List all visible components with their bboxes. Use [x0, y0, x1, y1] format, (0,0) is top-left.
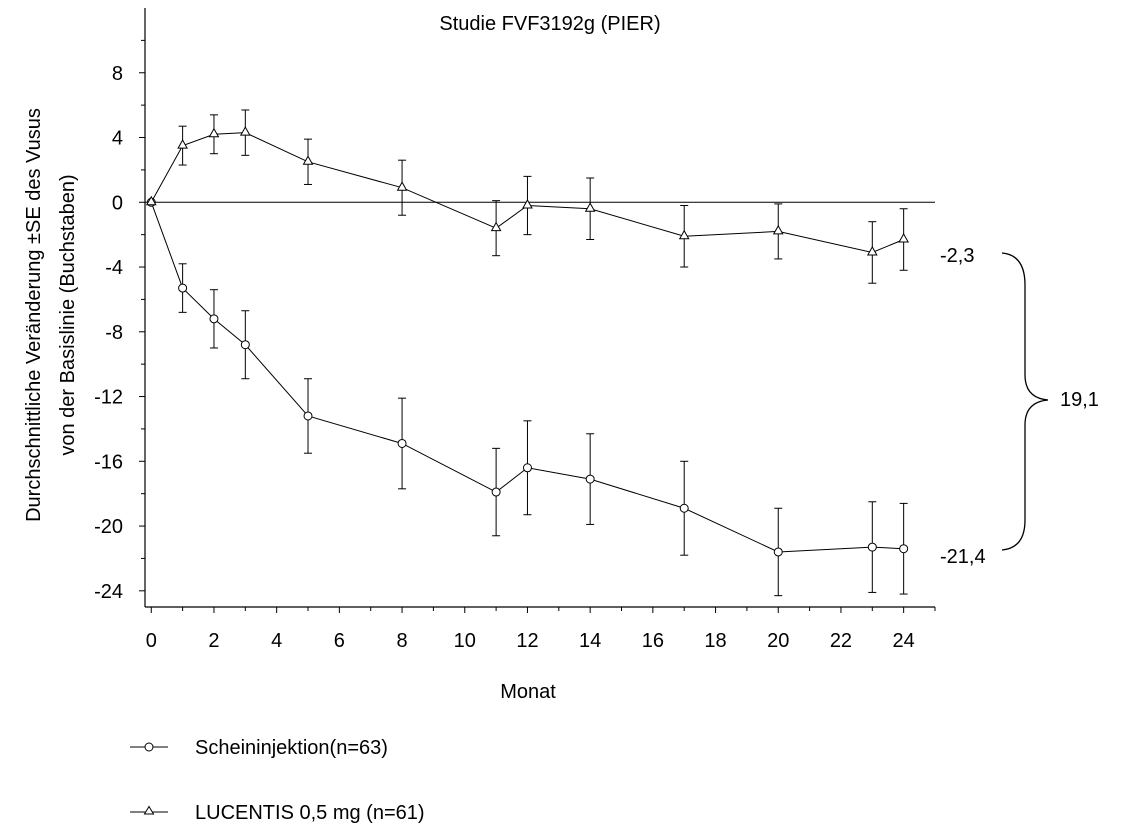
- data-point: [145, 195, 157, 206]
- data-point: [678, 229, 690, 240]
- x-ticks: 0 2 4 6 8 10 12 14 16 18 20 22 24: [146, 607, 936, 652]
- axes: [144, 8, 935, 608]
- y-tick-label: 0: [112, 192, 123, 214]
- data-point: [867, 542, 877, 552]
- data-point: [240, 340, 250, 350]
- data-point: [177, 139, 188, 149]
- data-point: [491, 487, 501, 497]
- series-lucentis: [145, 109, 910, 284]
- annotation-end-bottom: -21,4: [940, 546, 986, 568]
- series-layer: [145, 109, 910, 597]
- y-axis-label-line2: von der Basislinie (Buchstaben): [57, 174, 79, 455]
- x-axis-label: Monat: [500, 681, 556, 703]
- data-point: [898, 232, 910, 243]
- data-point: [178, 283, 188, 293]
- difference-brace: [1001, 252, 1049, 551]
- data-point: [397, 438, 407, 448]
- y-tick-label: -8: [105, 322, 123, 344]
- y-tick-label: -20: [94, 516, 123, 538]
- legend: Scheininjektion(n=63) LUCENTIS 0,5 mg (n…: [130, 737, 425, 824]
- data-point: [396, 181, 408, 191]
- legend-item-lucentis: LUCENTIS 0,5 mg (n=61): [130, 802, 425, 824]
- y-tick-label: -12: [94, 387, 123, 409]
- x-tick-label: 20: [767, 630, 789, 652]
- data-point: [209, 314, 219, 324]
- x-tick-label: 24: [893, 630, 915, 652]
- x-tick-label: 2: [208, 630, 219, 652]
- series-sham: [146, 197, 909, 597]
- legend-sham-marker: [144, 742, 154, 752]
- data-point: [522, 463, 532, 473]
- x-tick-label: 22: [830, 630, 852, 652]
- x-tick-label: 6: [334, 630, 345, 652]
- chart-title: Studie FVF3192g (PIER): [439, 13, 660, 35]
- data-point: [302, 155, 314, 165]
- x-tick-label: 0: [146, 630, 157, 652]
- data-point: [303, 411, 313, 421]
- y-tick-label: -4: [105, 257, 123, 279]
- x-tick-label: 18: [704, 630, 726, 652]
- y-tick-label: -16: [94, 451, 123, 473]
- data-point: [490, 221, 502, 232]
- data-point: [522, 198, 533, 209]
- data-point: [866, 245, 878, 256]
- x-tick-label: 8: [397, 630, 408, 652]
- y-axis-label-line1: Durchschnittliche Veränderung ±SE des Vu…: [23, 108, 45, 522]
- data-point: [585, 474, 595, 484]
- data-point: [584, 202, 596, 212]
- y-ticks: 8 4 0 -4 -8 -12 -16 -20 -24: [94, 39, 145, 603]
- x-tick-label: 14: [579, 630, 601, 652]
- x-tick-label: 10: [454, 630, 476, 652]
- y-tick-label: 4: [112, 128, 123, 150]
- annotation-end-top: -2,3: [940, 245, 974, 267]
- data-point: [239, 126, 251, 136]
- y-tick-label: 8: [112, 63, 123, 85]
- y-axis-label: Durchschnittliche Veränderung ±SE des Vu…: [23, 108, 79, 522]
- y-tick-label: -24: [94, 581, 123, 603]
- data-point: [679, 503, 689, 513]
- data-point: [208, 127, 220, 138]
- legend-item-sham: Scheininjektion(n=63): [130, 737, 388, 759]
- annotation-difference: 19,1: [1060, 389, 1099, 411]
- x-tick-label: 12: [516, 630, 538, 652]
- legend-sham-label: Scheininjektion(n=63): [195, 737, 388, 759]
- data-point: [772, 224, 784, 235]
- legend-lucentis-label: LUCENTIS 0,5 mg (n=61): [195, 802, 425, 824]
- data-point: [899, 544, 909, 554]
- data-point: [773, 547, 783, 557]
- legend-lucentis-marker: [143, 805, 155, 815]
- x-tick-label: 4: [271, 630, 282, 652]
- x-tick-label: 16: [642, 630, 664, 652]
